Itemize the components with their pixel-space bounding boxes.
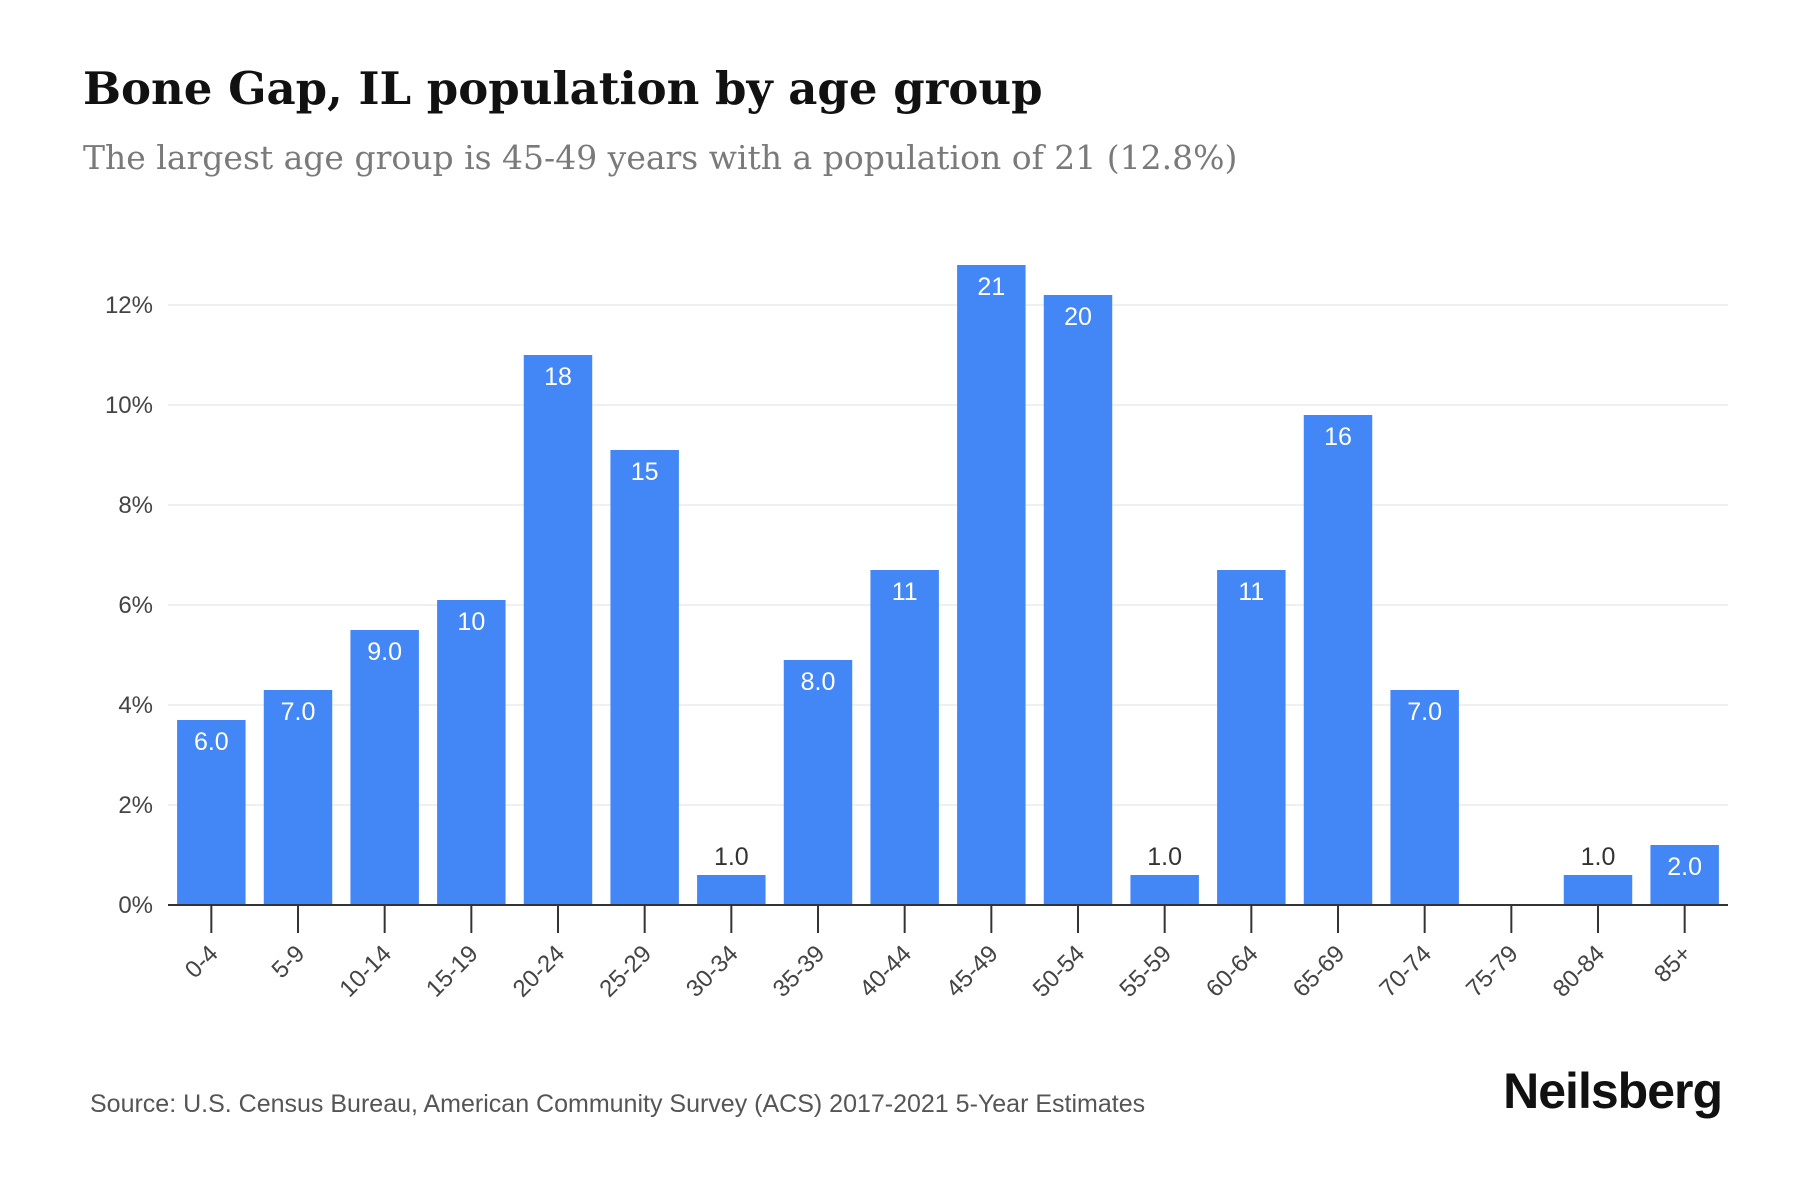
data-label: 21 — [977, 273, 1005, 301]
data-label: 10 — [457, 608, 485, 636]
x-tick-label: 70-74 — [1374, 940, 1437, 1003]
y-tick-label: 0% — [118, 892, 153, 919]
bar-5-9 — [263, 690, 333, 905]
x-tick-label: 5-9 — [267, 940, 311, 984]
bar-30-34 — [697, 875, 766, 905]
data-label: 15 — [631, 458, 659, 486]
bar-80-84 — [1563, 875, 1633, 905]
data-label: 11 — [892, 578, 918, 606]
y-tick-label: 6% — [118, 592, 153, 619]
gridlines — [168, 304, 1728, 806]
bar-20-24 — [523, 355, 593, 905]
data-label: 8.0 — [801, 668, 836, 696]
x-tick-label: 85+ — [1649, 940, 1697, 988]
bar-35-39 — [783, 660, 853, 905]
data-label: 18 — [544, 363, 572, 391]
y-tick-label: 8% — [118, 492, 153, 519]
data-label: 1.0 — [714, 843, 749, 871]
x-tick-label: 60-64 — [1201, 940, 1264, 1003]
x-tick-label: 45-49 — [941, 940, 1004, 1003]
x-tick-label: 55-59 — [1114, 940, 1177, 1003]
y-tick-label: 12% — [105, 292, 153, 319]
bar-10-14 — [350, 630, 419, 905]
x-tick-label: 25-29 — [594, 940, 657, 1003]
data-label: 20 — [1064, 303, 1092, 331]
bar-0-4 — [177, 720, 246, 905]
bar-60-64 — [1217, 570, 1286, 905]
chart-subtitle: The largest age group is 45-49 years wit… — [83, 138, 1238, 177]
data-label: 16 — [1324, 423, 1352, 451]
x-tick-label: 80-84 — [1548, 940, 1611, 1003]
y-axis-ticks: 0% 2% 4% 6% 8% 10% 12% — [105, 292, 153, 919]
x-tick-label: 0-4 — [180, 940, 224, 984]
x-tick-label: 40-44 — [854, 940, 917, 1003]
x-tick-label: 10-14 — [334, 940, 397, 1003]
x-tick-label: 75-79 — [1461, 940, 1524, 1003]
data-label: 11 — [1238, 578, 1264, 606]
y-tick-label: 4% — [118, 692, 153, 719]
bar-50-54 — [1043, 295, 1113, 905]
x-tick-label: 30-34 — [681, 940, 744, 1003]
data-label: 7.0 — [1407, 698, 1442, 726]
bar-55-59 — [1130, 875, 1199, 905]
x-tick-label: 65-69 — [1288, 940, 1351, 1003]
x-tick-label: 35-39 — [768, 940, 831, 1003]
data-label: 7.0 — [281, 698, 316, 726]
data-label: 9.0 — [367, 638, 402, 666]
brand-logo: Neilsberg — [1503, 1063, 1723, 1119]
bars: 6.0 7.0 9.0 10 18 15 1.0 8.0 11 21 20 1.0 11 16 7.0 1.0… — [177, 265, 1719, 905]
data-label: 1.0 — [1147, 843, 1182, 871]
bar-25-29 — [610, 450, 679, 905]
x-tick-label: 15-19 — [421, 940, 484, 1003]
bar-45-49 — [957, 265, 1026, 905]
data-label: 1.0 — [1581, 843, 1616, 871]
x-tick-label: 20-24 — [508, 940, 571, 1003]
bar-15-19 — [437, 600, 506, 905]
chart-title: Bone Gap, IL population by age group — [83, 62, 1043, 115]
data-label: 6.0 — [194, 728, 229, 756]
x-axis: 0-4 5-9 10-14 15-19 20-24 25-29 30-34 35-39 40-4… — [168, 904, 1728, 1003]
bar-70-74 — [1390, 690, 1459, 905]
bar-65-69 — [1303, 415, 1373, 905]
x-tick-label: 50-54 — [1028, 940, 1091, 1003]
y-tick-label: 10% — [105, 392, 153, 419]
source-note: Source: U.S. Census Bureau, American Com… — [90, 1090, 1146, 1118]
data-label: 2.0 — [1667, 853, 1702, 881]
bar-40-44 — [870, 570, 939, 905]
y-tick-label: 2% — [118, 792, 153, 819]
bar-85+ — [1650, 845, 1719, 905]
